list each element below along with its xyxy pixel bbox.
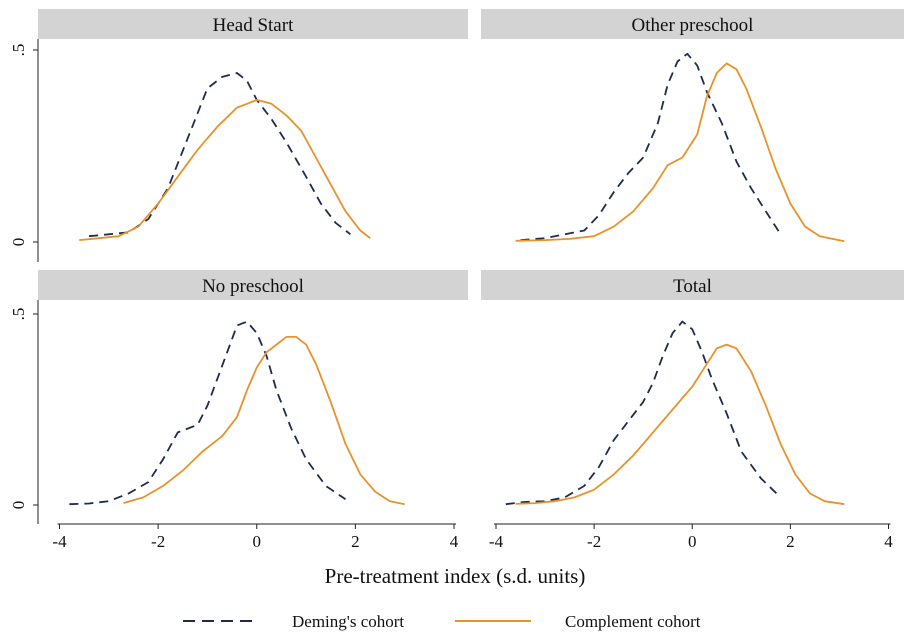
legend: Deming's cohort Complement cohort: [183, 612, 701, 631]
x-tick-label: 0: [253, 532, 262, 551]
panel-no-preschool: No preschool 0 .5 -4 -2 0 2 4: [9, 270, 468, 551]
series-line-deming-s-cohort: [89, 72, 351, 238]
panel-title-strip: [38, 9, 468, 39]
series-line-complement-cohort: [515, 62, 845, 243]
panel-title-strip: [38, 270, 468, 300]
x-tick-label: -2: [587, 532, 601, 551]
legend-label-demings-cohort: Deming's cohort: [292, 612, 404, 631]
legend-label-complement-cohort: Complement cohort: [565, 612, 701, 631]
panel-other-preschool: Other preschool: [481, 9, 904, 243]
series-line-deming-s-cohort: [505, 320, 782, 506]
x-tick-label: -4: [52, 532, 67, 551]
x-tick-label: 2: [351, 532, 360, 551]
panel-title-strip: [481, 9, 904, 39]
x-tick-label: 2: [786, 532, 795, 551]
x-tick-label: 0: [688, 532, 697, 551]
y-tick-label: 0: [9, 238, 28, 247]
panel-head-start: Head Start 0 .5: [9, 9, 468, 262]
x-tick-label: -4: [489, 532, 504, 551]
x-tick-label: 4: [884, 532, 893, 551]
y-tick-label: .5: [9, 44, 28, 57]
panel-total: Total -4 -2 0 2 4: [481, 270, 904, 551]
series-line-complement-cohort: [123, 336, 405, 506]
series-line-deming-s-cohort: [520, 52, 782, 241]
panel-title: No preschool: [202, 276, 304, 297]
x-tick-label: -2: [151, 532, 165, 551]
series-line-deming-s-cohort: [69, 320, 347, 506]
x-tick-label: 4: [450, 532, 459, 551]
panel-title: Other preschool: [632, 15, 754, 36]
series-line-complement-cohort: [79, 99, 371, 241]
y-tick-label: 0: [9, 501, 28, 510]
panel-title-strip: [481, 270, 904, 300]
x-axis-title: Pre-treatment index (s.d. units): [325, 564, 586, 588]
panel-title: Total: [673, 276, 712, 297]
y-tick-label: .5: [9, 308, 28, 321]
panel-title: Head Start: [213, 15, 294, 36]
series-line-complement-cohort: [515, 343, 845, 506]
